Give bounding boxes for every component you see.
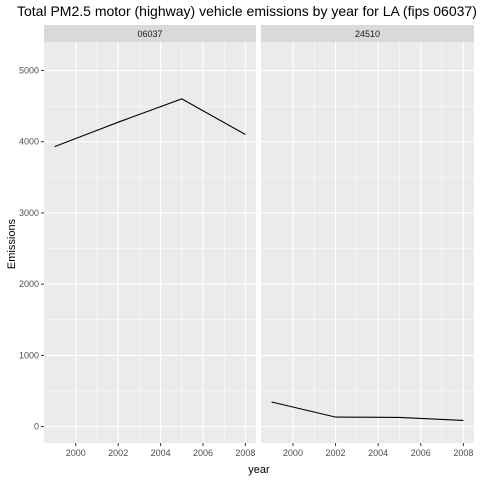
- x-tick-label: 2000: [283, 448, 303, 458]
- x-tick-label: 2004: [368, 448, 388, 458]
- y-tick-label: 4000: [19, 137, 39, 147]
- y-axis-title: Emissions: [6, 218, 18, 269]
- facet-strip-label: 24510: [355, 29, 380, 39]
- x-tick-label: 2006: [411, 448, 431, 458]
- facet-panel-2: 24510: [261, 25, 474, 443]
- x-tick-label: 2000: [66, 448, 86, 458]
- x-axis: 2000 2002 2004 2006 2008 2000 2002 2004 2006 2008: [66, 443, 473, 458]
- panel-background: [261, 42, 474, 443]
- x-tick-label: 2008: [235, 448, 255, 458]
- y-tick-label: 5000: [19, 65, 39, 75]
- facet-strip: [261, 25, 474, 42]
- y-axis: 0 1000 2000 3000 4000 5000: [19, 65, 44, 432]
- x-tick-label: 2006: [193, 448, 213, 458]
- y-tick-label: 0: [34, 422, 39, 432]
- panel-background: [44, 42, 256, 443]
- facet-panels: 06037 24510: [44, 25, 474, 443]
- x-tick-label: 2004: [151, 448, 171, 458]
- x-tick-label: 2002: [326, 448, 346, 458]
- y-tick-label: 3000: [19, 208, 39, 218]
- y-tick-label: 1000: [19, 350, 39, 360]
- facet-strip: [44, 25, 256, 42]
- facet-strip-label: 06037: [137, 29, 162, 39]
- x-tick-label: 2008: [453, 448, 473, 458]
- chart-title: Total PM2.5 motor (highway) vehicle emis…: [17, 3, 480, 19]
- y-tick-label: 2000: [19, 279, 39, 289]
- facet-panel-1: 06037: [44, 25, 256, 443]
- x-tick-label: 2002: [108, 448, 128, 458]
- x-axis-title: year: [248, 464, 270, 476]
- series-line: [54, 98, 246, 148]
- series-line: [271, 401, 464, 421]
